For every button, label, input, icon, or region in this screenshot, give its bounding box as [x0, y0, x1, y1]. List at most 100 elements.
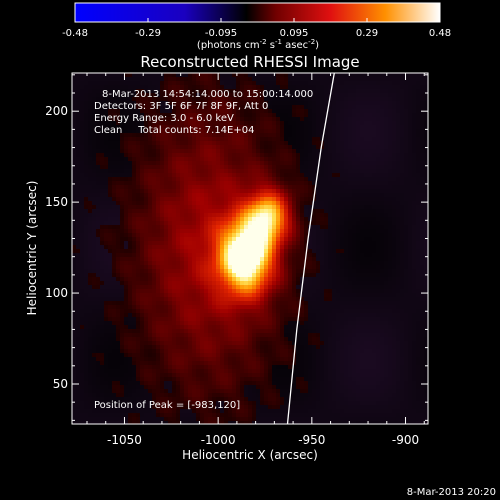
heatmap-cell — [184, 197, 189, 202]
heatmap-cell — [264, 101, 269, 106]
heatmap-cell — [252, 421, 257, 424]
heatmap-cell — [156, 85, 161, 90]
heatmap-cell — [148, 173, 153, 178]
heatmap-cell — [248, 113, 253, 118]
heatmap-cell — [128, 389, 133, 394]
heatmap-cell — [100, 89, 105, 94]
heatmap-cell — [268, 349, 273, 354]
heatmap-cell — [244, 217, 249, 222]
heatmap-cell — [204, 125, 209, 130]
heatmap-cell — [228, 93, 233, 98]
heatmap-cell — [248, 369, 253, 374]
heatmap-cell — [244, 81, 249, 86]
heatmap-cell — [156, 241, 161, 246]
heatmap-cell — [144, 305, 149, 310]
heatmap-cell — [260, 133, 265, 138]
heatmap-cell — [88, 217, 93, 222]
heatmap-cell — [228, 357, 233, 362]
heatmap-cell — [200, 309, 205, 314]
heatmap-cell — [244, 73, 249, 78]
heatmap-cell — [188, 377, 193, 382]
heatmap-cell — [152, 369, 157, 374]
heatmap-cell — [276, 193, 281, 198]
heatmap-cell — [108, 369, 113, 374]
heatmap-cell — [72, 85, 77, 90]
heatmap-cell — [180, 301, 185, 306]
heatmap-cell — [188, 153, 193, 158]
heatmap-cell — [280, 133, 285, 138]
heatmap-cell — [276, 349, 281, 354]
heatmap-cell — [196, 309, 201, 314]
heatmap-cell — [76, 253, 81, 258]
heatmap-cell — [116, 397, 121, 402]
heatmap-cell — [212, 117, 217, 122]
heatmap-cell — [148, 73, 153, 78]
heatmap-cell — [192, 185, 197, 190]
heatmap-cell — [276, 389, 281, 394]
heatmap-cell — [188, 85, 193, 90]
heatmap-cell — [228, 393, 233, 398]
heatmap-cell — [124, 81, 129, 86]
heatmap-cell — [208, 233, 213, 238]
heatmap-cell — [240, 341, 245, 346]
heatmap-cell — [212, 285, 217, 290]
heatmap-cell — [220, 209, 225, 214]
heatmap-cell — [156, 333, 161, 338]
heatmap-cell — [236, 313, 241, 318]
heatmap-cell — [152, 153, 157, 158]
heatmap-cell — [128, 353, 133, 358]
heatmap-cell — [268, 401, 273, 406]
heatmap-cell — [176, 261, 181, 266]
heatmap-cell — [136, 181, 141, 186]
heatmap-cell — [212, 421, 217, 424]
heatmap-cell — [144, 337, 149, 342]
heatmap-cell — [248, 401, 253, 406]
heatmap-cell — [160, 361, 165, 366]
heatmap-cell — [136, 93, 141, 98]
heatmap-cell — [76, 101, 81, 106]
heatmap-cell — [88, 321, 93, 326]
heatmap-cell — [156, 101, 161, 106]
heatmap-cell — [208, 241, 213, 246]
heatmap-cell — [240, 417, 245, 422]
heatmap-cell — [88, 237, 93, 242]
heatmap-cell — [80, 369, 85, 374]
heatmap-cell — [156, 389, 161, 394]
heatmap-cell — [272, 109, 277, 114]
heatmap-cell — [100, 189, 105, 194]
heatmap-cell — [148, 281, 153, 286]
heatmap-cell — [88, 229, 93, 234]
heatmap-cell — [200, 197, 205, 202]
heatmap-cell — [172, 409, 177, 414]
heatmap-cell — [144, 137, 149, 142]
heatmap-cell — [176, 85, 181, 90]
heatmap-cell — [120, 373, 125, 378]
heatmap-cell — [88, 197, 93, 202]
heatmap-cell — [84, 225, 89, 230]
heatmap-cell — [284, 329, 289, 334]
heatmap-cell — [216, 345, 221, 350]
heatmap-cell — [212, 89, 217, 94]
heatmap-cell — [204, 393, 209, 398]
heatmap-cell — [272, 397, 277, 402]
heatmap-cell — [252, 337, 257, 342]
heatmap-cell — [156, 377, 161, 382]
heatmap-cell — [168, 277, 173, 282]
heatmap-cell — [264, 381, 269, 386]
heatmap-cell — [92, 325, 97, 330]
heatmap-cell — [212, 109, 217, 114]
heatmap-cell — [156, 213, 161, 218]
heatmap-cell — [284, 397, 289, 402]
heatmap-cell — [80, 165, 85, 170]
heatmap-cell — [108, 209, 113, 214]
heatmap-cell — [176, 109, 181, 114]
heatmap-cell — [228, 361, 233, 366]
heatmap-cell — [152, 93, 157, 98]
heatmap-cell — [92, 413, 97, 418]
heatmap-cell — [88, 305, 93, 310]
heatmap-cell — [184, 169, 189, 174]
heatmap-cell — [236, 117, 241, 122]
heatmap-cell — [208, 137, 213, 142]
heatmap-cell — [120, 229, 125, 234]
heatmap-cell — [240, 329, 245, 334]
